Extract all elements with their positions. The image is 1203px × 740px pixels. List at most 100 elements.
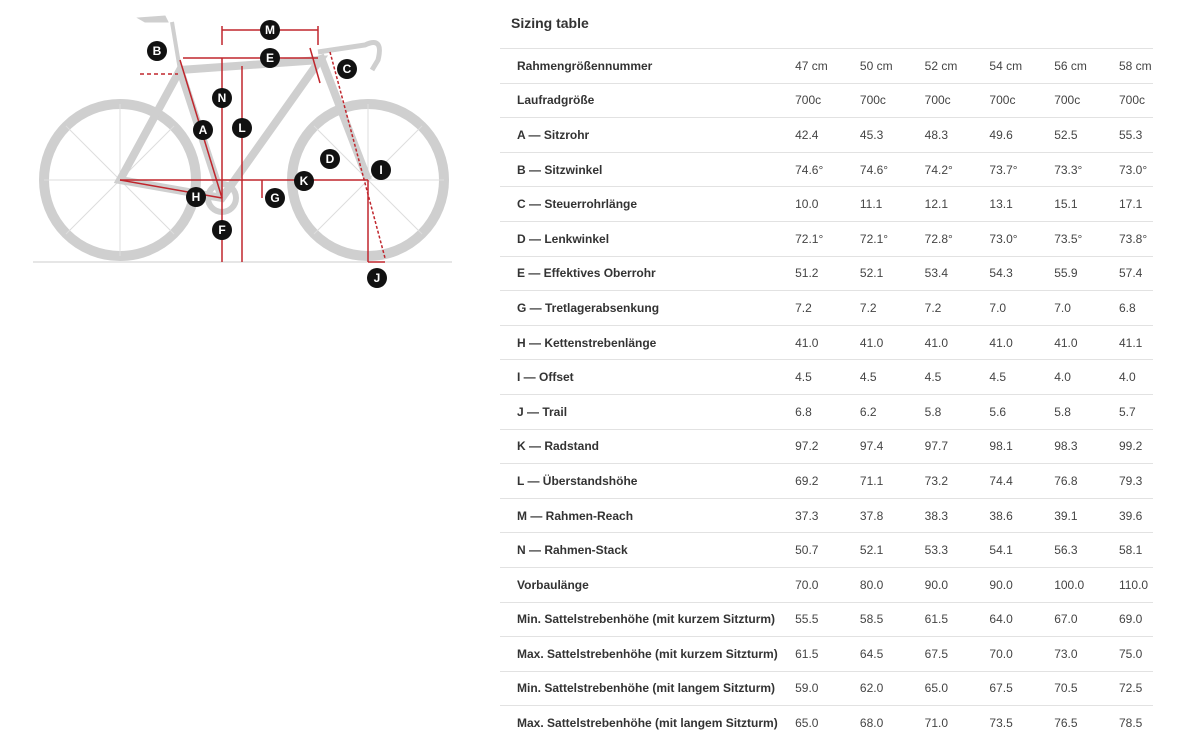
cell-value: 12.1: [924, 186, 990, 222]
table-row: K — Radstand 97.2 97.4 97.7 98.1 98.3 99.2: [500, 428, 1153, 464]
cell-value: 69.0: [1118, 601, 1153, 637]
row-label: Vorbaulänge: [500, 566, 796, 602]
cell-value: 64.0: [989, 601, 1055, 637]
cell-value: 72.5: [1118, 670, 1153, 706]
cell-value: 41.0: [859, 324, 925, 360]
cell-value: 4.5: [859, 359, 925, 395]
sizing-table-title: Sizing table: [511, 15, 589, 31]
svg-text:H: H: [192, 190, 201, 204]
table-row: Laufradgröße 700c 700c 700c 700c 700c 700c: [500, 82, 1153, 118]
cell-value: 64.5: [859, 636, 925, 672]
cell-value: 72.1°: [795, 220, 860, 257]
cell-value: 42.4: [795, 117, 860, 153]
table-row: L — Überstandshöhe 69.2 71.1 73.2 74.4 76.8 79…: [500, 463, 1153, 499]
row-label: J — Trail: [500, 393, 796, 430]
cell-value: 69.2: [795, 463, 860, 499]
bike-geometry-diagram: M E B C N L A D I K H G F J: [33, 15, 452, 288]
cell-value: 700c: [795, 82, 860, 118]
badge-g: G: [265, 188, 285, 208]
cell-value: 56 cm: [1054, 48, 1119, 84]
cell-value: 58 cm: [1118, 48, 1153, 84]
table-row: B — Sitzwinkel 74.6° 74.6° 74.2° 73.7° 73.3° 7…: [500, 151, 1153, 187]
row-label: Min. Sattelstrebenhöhe (mit kurzem Sitzt…: [500, 601, 796, 637]
cell-value: 13.1: [989, 186, 1055, 222]
cell-value: 52.5: [1054, 117, 1119, 153]
cell-value: 76.8: [1054, 463, 1119, 499]
cell-value: 68.0: [859, 705, 925, 740]
cell-value: 58.5: [859, 601, 925, 637]
cell-value: 73.5°: [1054, 220, 1119, 257]
svg-text:B: B: [153, 44, 162, 58]
svg-text:F: F: [218, 223, 225, 237]
cell-value: 99.2: [1118, 428, 1153, 464]
svg-text:G: G: [270, 191, 279, 205]
badge-b: B: [147, 41, 167, 61]
cell-value: 6.8: [795, 393, 860, 430]
cell-value: 7.0: [1054, 290, 1119, 326]
cell-value: 58.1: [1118, 532, 1153, 568]
cell-value: 4.0: [1054, 359, 1119, 395]
cell-value: 11.1: [859, 186, 925, 222]
badge-f: F: [212, 220, 232, 240]
cell-value: 7.0: [989, 290, 1055, 326]
table-row: Max. Sattelstrebenhöhe (mit kurzem Sitzt…: [500, 636, 1153, 672]
badge-m: M: [260, 20, 280, 40]
row-label: Min. Sattelstrebenhöhe (mit langem Sitzt…: [500, 670, 796, 706]
cell-value: 37.8: [859, 497, 925, 533]
cell-value: 110.0: [1118, 566, 1153, 602]
table-row: M — Rahmen-Reach 37.3 37.8 38.3 38.6 39.1 39.6: [500, 497, 1153, 533]
cell-value: 65.0: [795, 705, 860, 740]
cell-value: 7.2: [795, 290, 860, 326]
table-row: N — Rahmen-Stack 50.7 52.1 53.3 54.1 56.3 58.1: [500, 532, 1153, 568]
cell-value: 54.3: [989, 255, 1055, 291]
cell-value: 98.1: [989, 428, 1055, 464]
cell-value: 79.3: [1118, 463, 1153, 499]
badge-l: L: [232, 118, 252, 138]
cell-value: 100.0: [1054, 566, 1119, 602]
cell-value: 73.7°: [989, 151, 1055, 187]
cell-value: 70.0: [989, 636, 1055, 672]
cell-value: 65.0: [924, 670, 990, 706]
badge-k: K: [294, 171, 314, 191]
row-label: L — Überstandshöhe: [500, 463, 796, 499]
cell-value: 61.5: [924, 601, 990, 637]
row-label: N — Rahmen-Stack: [500, 532, 796, 568]
cell-value: 4.5: [989, 359, 1055, 395]
cell-value: 67.5: [989, 670, 1055, 706]
cell-value: 700c: [1118, 82, 1153, 118]
cell-value: 6.8: [1118, 290, 1153, 326]
cell-value: 71.1: [859, 463, 925, 499]
cell-value: 50.7: [795, 532, 860, 568]
sizing-table: Rahmengrößennummer 47 cm 50 cm 52 cm 54 cm 56…: [500, 48, 1153, 740]
svg-text:I: I: [379, 163, 382, 177]
measurement-badges: M E B C N L A D I K H G F J: [147, 20, 391, 288]
cell-value: 51.2: [795, 255, 860, 291]
cell-value: 90.0: [989, 566, 1055, 602]
cell-value: 700c: [989, 82, 1055, 118]
cell-value: 74.2°: [924, 151, 990, 187]
row-label: M — Rahmen-Reach: [500, 497, 796, 533]
table-row: H — Kettenstrebenlänge 41.0 41.0 41.0 41.0 41…: [500, 324, 1153, 360]
row-label: D — Lenkwinkel: [500, 220, 796, 257]
cell-value: 78.5: [1118, 705, 1153, 740]
cell-value: 47 cm: [795, 48, 860, 84]
cell-value: 74.6°: [859, 151, 925, 187]
table-row: Min. Sattelstrebenhöhe (mit kurzem Sitzt…: [500, 601, 1153, 637]
cell-value: 59.0: [795, 670, 860, 706]
cell-value: 53.4: [924, 255, 990, 291]
cell-value: 5.6: [989, 393, 1055, 430]
table-row: Min. Sattelstrebenhöhe (mit langem Sitzt…: [500, 670, 1153, 706]
cell-value: 97.2: [795, 428, 860, 464]
table-row: J — Trail 6.8 6.2 5.8 5.6 5.8 5.7: [500, 393, 1153, 430]
cell-value: 5.8: [1054, 393, 1119, 430]
cell-value: 73.3°: [1054, 151, 1119, 187]
row-label: Max. Sattelstrebenhöhe (mit langem Sitzt…: [500, 705, 796, 740]
row-label: Rahmengrößennummer: [500, 48, 796, 84]
cell-value: 62.0: [859, 670, 925, 706]
svg-text:D: D: [326, 152, 335, 166]
table-row: A — Sitzrohr 42.4 45.3 48.3 49.6 52.5 55.3: [500, 117, 1153, 153]
row-label: G — Tretlagerabsenkung: [500, 290, 796, 326]
cell-value: 7.2: [859, 290, 925, 326]
cell-value: 4.5: [795, 359, 860, 395]
cell-value: 54 cm: [989, 48, 1055, 84]
